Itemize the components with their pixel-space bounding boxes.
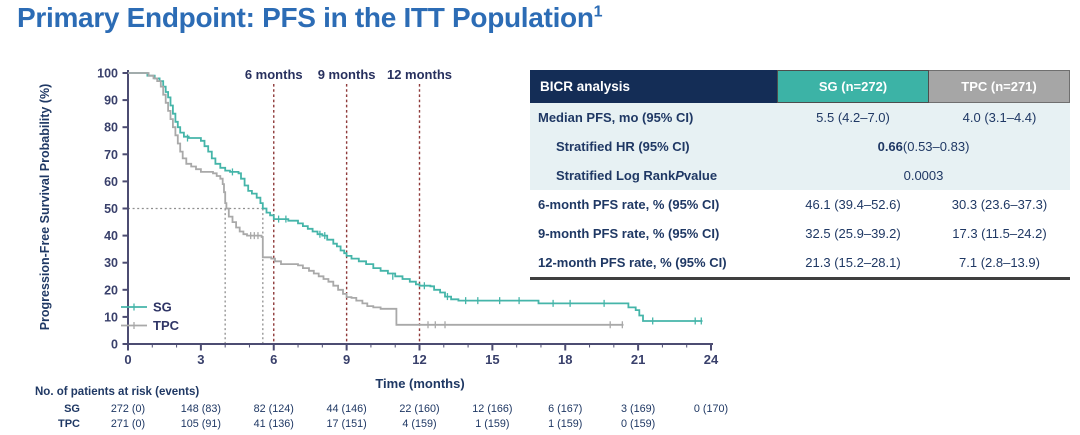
results-value-tpc: 7.1 (2.8–13.9) (959, 255, 1040, 270)
page-title-text: Primary Endpoint: PFS in the ITT Populat… (17, 2, 594, 33)
risk-row-label-sg: SG (64, 403, 80, 415)
results-table-row: Median PFS, mo (95% CI) 5.5 (4.2–7.0) 4.0 … (530, 103, 1070, 132)
results-value-text: 0.66 (877, 139, 903, 154)
results-table-row: 6-month PFS rate, % (95% CI) 46.1 (39.4–5… (530, 190, 1070, 219)
results-table-body: Median PFS, mo (95% CI) 5.5 (4.2–7.0) 4.0 … (530, 103, 1070, 277)
km-curve-tpc (128, 72, 624, 326)
y-axis-tick-label: 10 (104, 310, 118, 324)
y-axis-title: Progression-Free Survival Probability (%… (38, 84, 52, 331)
risk-value: 22 (160) (399, 403, 439, 415)
y-axis-tick-label: 80 (104, 121, 118, 135)
results-value-text: Median PFS, mo (95% CI) (538, 110, 694, 125)
x-axis-tick-label: 18 (558, 352, 572, 367)
x-axis-tick-label: 12 (412, 352, 426, 367)
risk-value: 105 (91) (181, 418, 221, 430)
results-value-text: 9-month PFS rate, % (95% CI) (538, 226, 720, 241)
results-table-header-bicr: BICR analysis (530, 70, 777, 103)
risk-value: 0 (159) (621, 418, 655, 430)
risk-value: 1 (159) (548, 418, 582, 430)
y-axis-tick-label: 0 (111, 338, 118, 352)
y-axis-tick-label: 20 (104, 283, 118, 297)
results-row-label: 6-month PFS rate, % (95% CI) (530, 190, 777, 219)
results-value-sg: 5.5 (4.2–7.0) (816, 110, 890, 125)
risk-value: 271 (0) (111, 418, 145, 430)
risk-row-label-tpc: TPC (58, 418, 80, 430)
results-value-span: 0.66 (0.53–0.83) (777, 132, 1070, 161)
legend-label-sg: SG (153, 300, 172, 315)
results-table-row: 9-month PFS rate, % (95% CI) 32.5 (25.9–3… (530, 219, 1070, 248)
risk-value: 4 (159) (402, 418, 436, 430)
results-table-row: Stratified Log Rank P value 0.0003 (530, 161, 1070, 190)
x-axis-tick-label: 9 (343, 352, 350, 367)
results-value-text: Stratified HR (95% CI) (556, 139, 690, 154)
results-value-span: 0.0003 (777, 161, 1070, 190)
results-table-header-tpc: TPC (n=271) (929, 70, 1070, 103)
risk-value: 12 (166) (472, 403, 512, 415)
risk-value: 6 (167) (548, 403, 582, 415)
results-row-label: 12-month PFS rate, % (95% CI) (530, 248, 777, 277)
risk-value: 148 (83) (181, 403, 221, 415)
x-axis-tick-label: 24 (704, 352, 719, 367)
results-value-text: P (675, 168, 684, 183)
y-axis-tick-label: 90 (104, 94, 118, 108)
x-axis-tick-label: 15 (485, 352, 499, 367)
y-axis-tick-label: 100 (97, 67, 118, 81)
risk-value: 82 (124) (254, 403, 294, 415)
x-axis-tick-label: 21 (631, 352, 645, 367)
results-value-tpc: 4.0 (3.1–4.4) (962, 110, 1037, 125)
results-row-label: Stratified HR (95% CI) (530, 132, 777, 161)
results-value-sg: 32.5 (25.9–39.2) (805, 226, 901, 241)
x-axis-tick-label: 6 (270, 352, 277, 367)
results-value-text: 12-month PFS rate, % (95% CI) (538, 255, 727, 270)
risk-value: 17 (151) (327, 418, 367, 430)
y-axis-tick-label: 50 (104, 202, 118, 216)
km-plot: 6 months 9 months 12 months010203040506070… (35, 67, 728, 431)
results-value-text: value (683, 168, 718, 183)
timepoint-annotation-label: 9 months (318, 67, 376, 82)
y-axis-tick-label: 70 (104, 148, 118, 162)
risk-value: 3 (169) (621, 403, 655, 415)
risk-value: 272 (0) (111, 403, 145, 415)
results-table-bottom-border (530, 277, 1070, 280)
legend-label-tpc: TPC (153, 318, 180, 333)
timepoint-annotation-label: 6 months (245, 67, 303, 82)
results-value-text: Stratified Log Rank (556, 168, 676, 183)
results-value-tpc: 17.3 (11.5–24.2) (952, 226, 1047, 241)
risk-value: 1 (159) (475, 418, 509, 430)
risk-value: 0 (170) (694, 403, 728, 415)
bicr-results-table: BICR analysis SG (n=272) TPC (n=271) Med… (530, 70, 1070, 280)
risk-value: 41 (136) (254, 418, 294, 430)
results-value-text: 0.0003 (903, 168, 944, 183)
results-value-text: 6-month PFS rate, % (95% CI) (538, 197, 720, 212)
x-axis-title: Time (months) (375, 376, 464, 391)
results-table-header-sg: SG (n=272) (777, 70, 929, 103)
timepoint-annotation-label: 12 months (387, 67, 452, 82)
results-value-text: (0.53–0.83) (902, 139, 970, 154)
risk-value: 44 (146) (327, 403, 367, 415)
risk-table-title: No. of patients at risk (events) (35, 386, 199, 398)
results-table-header-row: BICR analysis SG (n=272) TPC (n=271) (530, 70, 1070, 103)
results-row-label: Stratified Log Rank P value (530, 161, 777, 190)
page-title-footnote-marker: 1 (593, 3, 603, 21)
y-axis-tick-label: 60 (104, 175, 118, 189)
results-table-row: 12-month PFS rate, % (95% CI) 21.3 (15.2–… (530, 248, 1070, 277)
y-axis-tick-label: 40 (104, 229, 118, 243)
results-value-sg: 21.3 (15.2–28.1) (805, 255, 901, 270)
results-table-row: Stratified HR (95% CI) 0.66 (0.53–0.83) (530, 132, 1070, 161)
results-row-label: 9-month PFS rate, % (95% CI) (530, 219, 777, 248)
y-axis-tick-label: 30 (104, 256, 118, 270)
results-row-label: Median PFS, mo (95% CI) (530, 103, 777, 132)
x-axis-tick-label: 0 (124, 352, 131, 367)
results-value-tpc: 30.3 (23.6–37.3) (951, 197, 1048, 212)
x-axis-tick-label: 3 (197, 352, 204, 367)
page-title: Primary Endpoint: PFS in the ITT Populat… (17, 2, 603, 34)
results-value-sg: 46.1 (39.4–52.6) (805, 197, 901, 212)
